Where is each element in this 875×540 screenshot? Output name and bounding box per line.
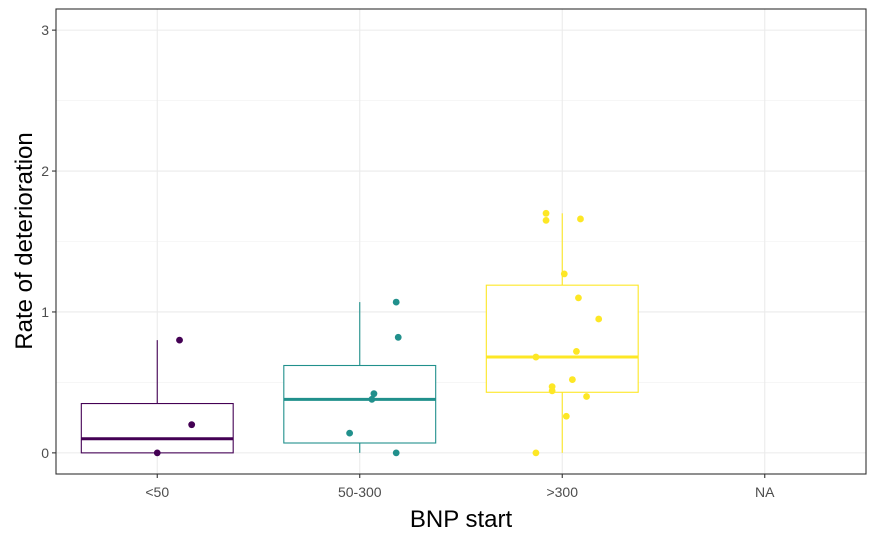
y-tick-label: 1 (41, 304, 49, 320)
data-point (392, 298, 400, 306)
y-axis-title: Rate of deterioration (11, 132, 38, 349)
y-tick-label: 2 (41, 163, 49, 179)
data-point (575, 294, 582, 302)
data-point (392, 449, 400, 457)
data-point (176, 336, 183, 344)
data-point (595, 315, 603, 323)
data-point (562, 412, 570, 420)
data-point (188, 421, 196, 429)
box-iqr (283, 364, 437, 444)
minor-gridlines (56, 100, 866, 383)
data-point (370, 390, 378, 398)
x-tick-label: <50 (145, 484, 169, 500)
box-iqr (485, 284, 639, 393)
box-iqr (80, 402, 234, 454)
data-point (153, 449, 161, 457)
x-tick-label: >300 (546, 484, 578, 500)
data-point (568, 376, 576, 383)
x-axis-ticks: <50 50-300 >300 NA (145, 474, 775, 500)
x-tick-label: 50-300 (338, 484, 382, 500)
data-point (542, 209, 550, 217)
box-group-3 (485, 209, 639, 457)
data-point (346, 429, 354, 437)
data-point (542, 216, 550, 224)
y-axis-ticks: 0 1 2 3 (41, 22, 56, 461)
data-point (532, 449, 540, 457)
y-tick-label: 3 (41, 22, 49, 38)
x-axis-title: BNP start (410, 506, 513, 533)
box-group-2 (283, 298, 437, 457)
data-point (368, 395, 376, 403)
data-point (548, 387, 556, 395)
data-point (573, 348, 580, 355)
data-point (577, 215, 584, 223)
data-point (394, 333, 402, 341)
x-tick-label: NA (755, 484, 775, 500)
chart-marks (80, 209, 639, 457)
data-point (532, 353, 540, 361)
panel-border (55, 8, 867, 475)
data-point (560, 270, 568, 278)
data-point (583, 393, 590, 400)
box-group-1 (80, 336, 234, 457)
y-tick-label: 0 (41, 445, 49, 461)
